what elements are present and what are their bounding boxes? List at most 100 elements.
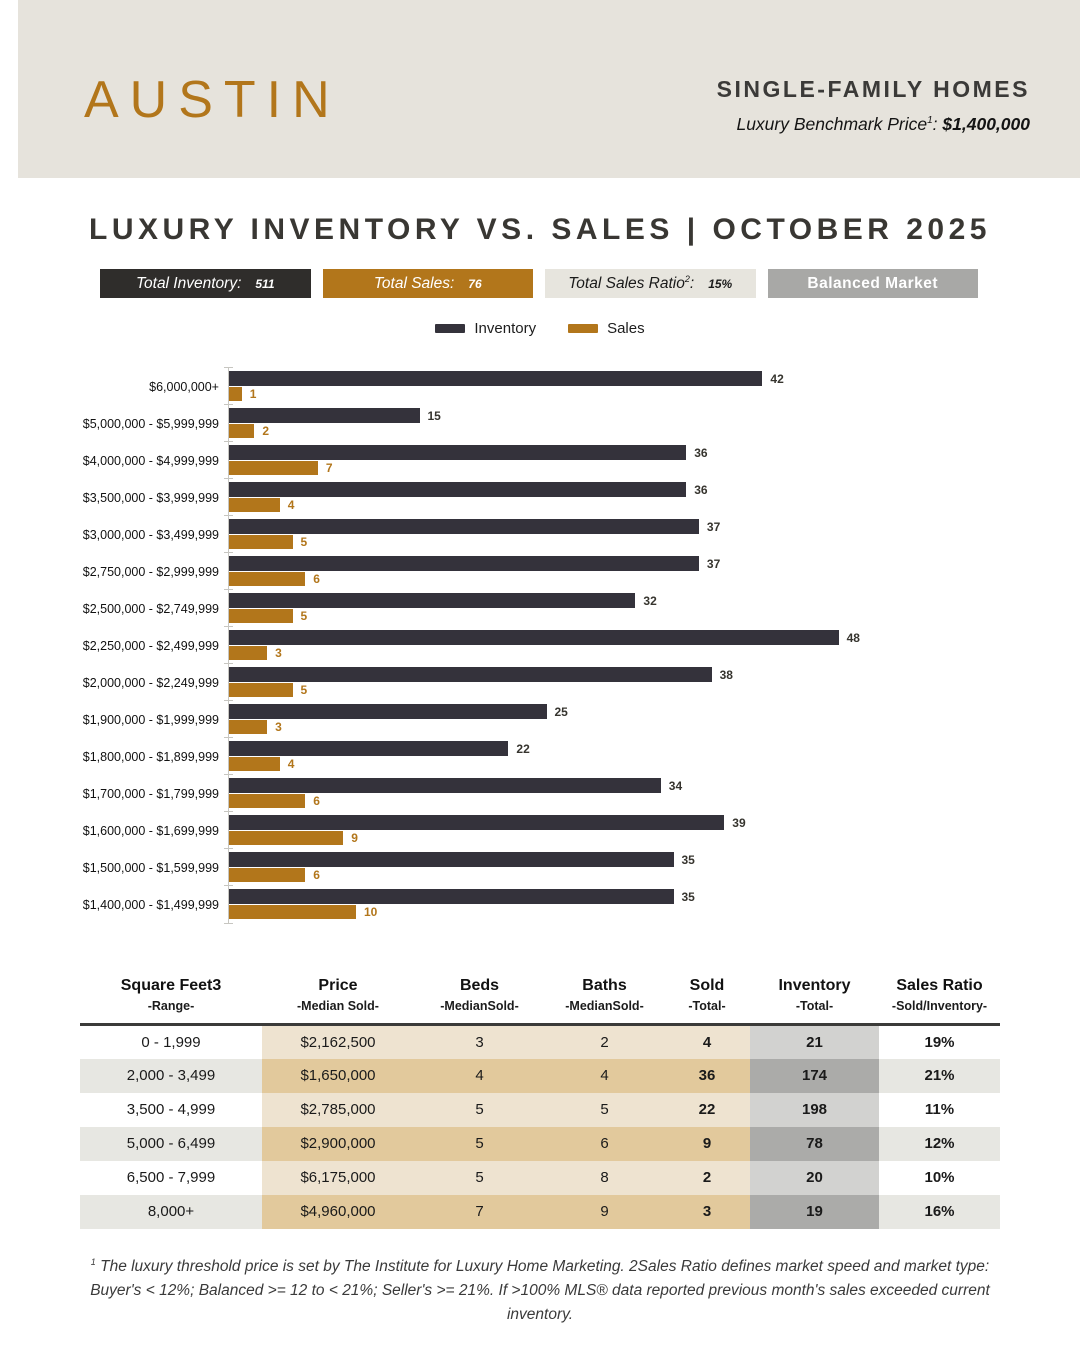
inventory-bar [229, 667, 712, 682]
sales-bar [229, 461, 318, 475]
sales-value-label: 6 [313, 571, 320, 586]
category-label: $2,500,000 - $2,749,999 [82, 601, 219, 616]
inventory-bar [229, 815, 725, 830]
chart-row: $2,750,000 - $2,999,999 37 6 [0, 552, 1080, 590]
inventory-value-label: 37 [706, 519, 721, 534]
sales-swatch-icon [568, 324, 599, 333]
table-cell: 4 [545, 1058, 664, 1093]
bar-group: 34 6 [224, 774, 1080, 812]
table-cell: 6 [545, 1126, 664, 1161]
inventory-bar [229, 445, 687, 460]
table-row: 0 - 1,999 $2,162,500 3 2 4 21 19% [80, 1024, 1000, 1059]
bar-group: 22 4 [224, 737, 1080, 775]
chart-row: $1,600,000 - $1,699,999 39 9 [0, 811, 1080, 849]
inventory-vs-sales-bar-chart: $6,000,000+ 42 1 $5,000,000 - $5,999,999… [0, 367, 1080, 924]
total-inventory-label: Total Inventory: [135, 274, 242, 292]
table-cell: 12% [879, 1126, 1000, 1161]
bar-group: 15 2 [224, 404, 1080, 442]
inventory-bar-line: 36 [229, 482, 1080, 497]
sales-bar-line: 5 [229, 608, 1080, 623]
inventory-bar [229, 630, 839, 645]
sales-bar-line: 6 [229, 867, 1080, 882]
total-inventory-value: 511 [255, 276, 275, 291]
sales-bar [229, 720, 268, 734]
category-label: $1,400,000 - $1,499,999 [82, 897, 219, 912]
inventory-bar [229, 852, 674, 867]
inventory-value-label: 34 [668, 778, 683, 793]
legend-inventory-label: Inventory [474, 320, 537, 337]
column-header: Price -Median Sold- [262, 972, 414, 1026]
table-cell: 3 [664, 1194, 750, 1229]
brand-logo: AUSTIN [84, 71, 341, 129]
column-header: Baths -MedianSold- [545, 972, 664, 1026]
table-cell: 11% [879, 1092, 1000, 1127]
sales-bar-line: 3 [229, 645, 1080, 660]
column-header: Inventory -Total- [750, 972, 879, 1026]
bar-group: 35 6 [224, 848, 1080, 886]
bar-group: 25 3 [224, 700, 1080, 738]
chart-row: $5,000,000 - $5,999,999 15 2 [0, 404, 1080, 442]
table-cell: 198 [750, 1092, 879, 1127]
inventory-value-label: 39 [732, 815, 746, 830]
table-cell: 4 [664, 1024, 750, 1059]
inventory-bar-line: 34 [229, 778, 1080, 793]
summary-table: Square Feet3 -Range- Price -Median Sold- Bed… [80, 972, 1000, 1229]
table-cell: 78 [750, 1126, 879, 1161]
table-cell: 2 [664, 1160, 750, 1195]
inventory-bar-line: 38 [229, 667, 1080, 682]
table-cell: 5 [414, 1160, 545, 1195]
table-cell: 8 [545, 1160, 664, 1195]
table-cell: 5 [545, 1092, 664, 1127]
category-label: $2,250,000 - $2,499,999 [82, 638, 219, 653]
category-label: $3,500,000 - $3,999,999 [82, 490, 219, 505]
benchmark-price-value: $1,400,000 [942, 114, 1030, 134]
chart-row: $3,500,000 - $3,999,999 36 4 [0, 478, 1080, 516]
sales-value-label: 1 [249, 386, 257, 401]
chart-row: $1,900,000 - $1,999,999 25 3 [0, 700, 1080, 738]
sales-value-label: 7 [325, 460, 333, 475]
inventory-bar [229, 408, 420, 423]
sales-value-label: 6 [313, 793, 320, 808]
sales-bar-line: 2 [229, 423, 1080, 438]
legend-item-inventory: Inventory [435, 320, 536, 337]
sales-value-label: 4 [287, 497, 295, 512]
sales-value-label: 5 [300, 608, 308, 623]
chip-market-type: Balanced Market [767, 269, 978, 298]
table-cell: 3 [414, 1024, 545, 1059]
sales-bar-line: 4 [229, 756, 1080, 771]
inventory-bar [229, 519, 699, 534]
table-cell: 174 [750, 1058, 879, 1093]
category-label: $1,600,000 - $1,699,999 [82, 823, 219, 838]
chart-row: $3,000,000 - $3,499,999 37 5 [0, 515, 1080, 553]
inventory-value-label: 35 [681, 889, 695, 904]
inventory-bar-line: 32 [229, 593, 1080, 608]
sales-value-label: 9 [351, 830, 358, 845]
category-label: $4,000,000 - $4,999,999 [82, 453, 219, 468]
inventory-value-label: 25 [554, 704, 568, 719]
sales-ratio-value: 15% [708, 276, 733, 291]
sales-bar [229, 609, 293, 623]
sales-value-label: 5 [300, 534, 308, 549]
sales-value-label: 4 [287, 756, 295, 771]
benchmark-footnote-marker: 1 [927, 115, 933, 127]
table-cell: $6,175,000 [262, 1160, 414, 1195]
sales-bar-line: 4 [229, 497, 1080, 512]
stats-bar: Total Inventory: 511 Total Sales: 76 Tot… [100, 269, 978, 298]
table-cell: 5 [414, 1126, 545, 1161]
market-type-badge: Balanced Market [807, 274, 939, 292]
table-cell: $2,900,000 [262, 1126, 414, 1161]
table-cell: 21 [750, 1024, 879, 1059]
sales-value-label: 3 [275, 645, 282, 660]
inventory-bar-line: 15 [229, 408, 1080, 423]
inventory-value-label: 35 [681, 852, 695, 867]
column-header: Beds -MedianSold- [414, 972, 545, 1026]
category-label: $1,500,000 - $1,599,999 [82, 860, 219, 875]
inventory-bar [229, 704, 547, 719]
table-cell: $2,785,000 [262, 1092, 414, 1127]
table-cell: 36 [664, 1058, 750, 1093]
inventory-value-label: 36 [694, 482, 708, 497]
table-cell: 9 [664, 1126, 750, 1161]
table-cell: 2,000 - 3,499 [80, 1058, 262, 1093]
chart-row: $1,500,000 - $1,599,999 35 6 [0, 848, 1080, 886]
table-cell: 5 [414, 1092, 545, 1127]
